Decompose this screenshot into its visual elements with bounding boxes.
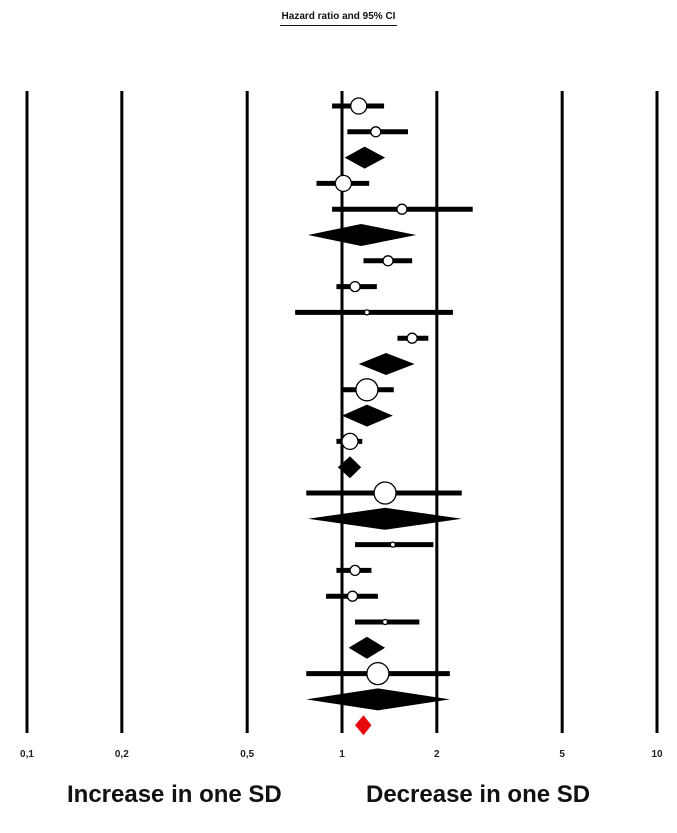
summary-diamond-row-13 <box>342 404 393 427</box>
summary-diamond-row-17 <box>308 507 462 530</box>
hr-marker-row-16 <box>373 481 397 505</box>
summary-diamond-row-6 <box>308 224 417 246</box>
x-tick-label-0-2: 0,2 <box>115 749 129 760</box>
summary-diamond-row-15 <box>337 456 362 479</box>
hr-marker-row-21 <box>381 618 389 626</box>
hr-marker-row-20 <box>346 590 359 602</box>
hr-marker-row-23 <box>366 661 390 686</box>
x-tick-label-2: 2 <box>434 749 440 760</box>
hr-marker-row-12 <box>355 378 379 402</box>
chart-title-text: Hazard ratio and 95% CI <box>279 11 398 26</box>
hr-marker-row-2 <box>370 126 382 138</box>
hr-marker-row-9 <box>363 309 371 316</box>
x-tick-label-0-1: 0,1 <box>20 749 34 760</box>
overall-diamond <box>355 715 372 736</box>
hr-marker-row-14 <box>341 432 359 451</box>
increase-direction-label: Increase in one SD <box>67 781 282 808</box>
x-tick-label-0-5: 0,5 <box>240 749 254 760</box>
hr-marker-row-1 <box>350 97 368 115</box>
summary-diamond-row-24 <box>306 688 450 711</box>
x-tick-label-10: 10 <box>651 749 663 760</box>
hr-marker-row-8 <box>349 280 361 293</box>
x-tick-label-1: 1 <box>339 749 345 760</box>
forest-plot: 0,1 0,2 0,5 1 2 5 10 <box>20 91 663 760</box>
summary-diamond-row-22 <box>348 636 386 659</box>
hr-marker-row-19 <box>349 564 361 577</box>
hr-marker-row-18 <box>389 541 396 548</box>
summary-diamond-row-3 <box>344 146 386 169</box>
hr-marker-row-4 <box>334 174 353 193</box>
summary-diamond-row-11 <box>358 353 415 375</box>
hr-marker-row-7 <box>382 255 394 267</box>
decrease-direction-label: Decrease in one SD <box>366 781 591 808</box>
chart-title: Hazard ratio and 95% CI <box>0 11 677 26</box>
x-tick-label-5: 5 <box>559 749 565 760</box>
hr-marker-row-5 <box>396 203 408 215</box>
hr-marker-row-10 <box>406 332 418 344</box>
